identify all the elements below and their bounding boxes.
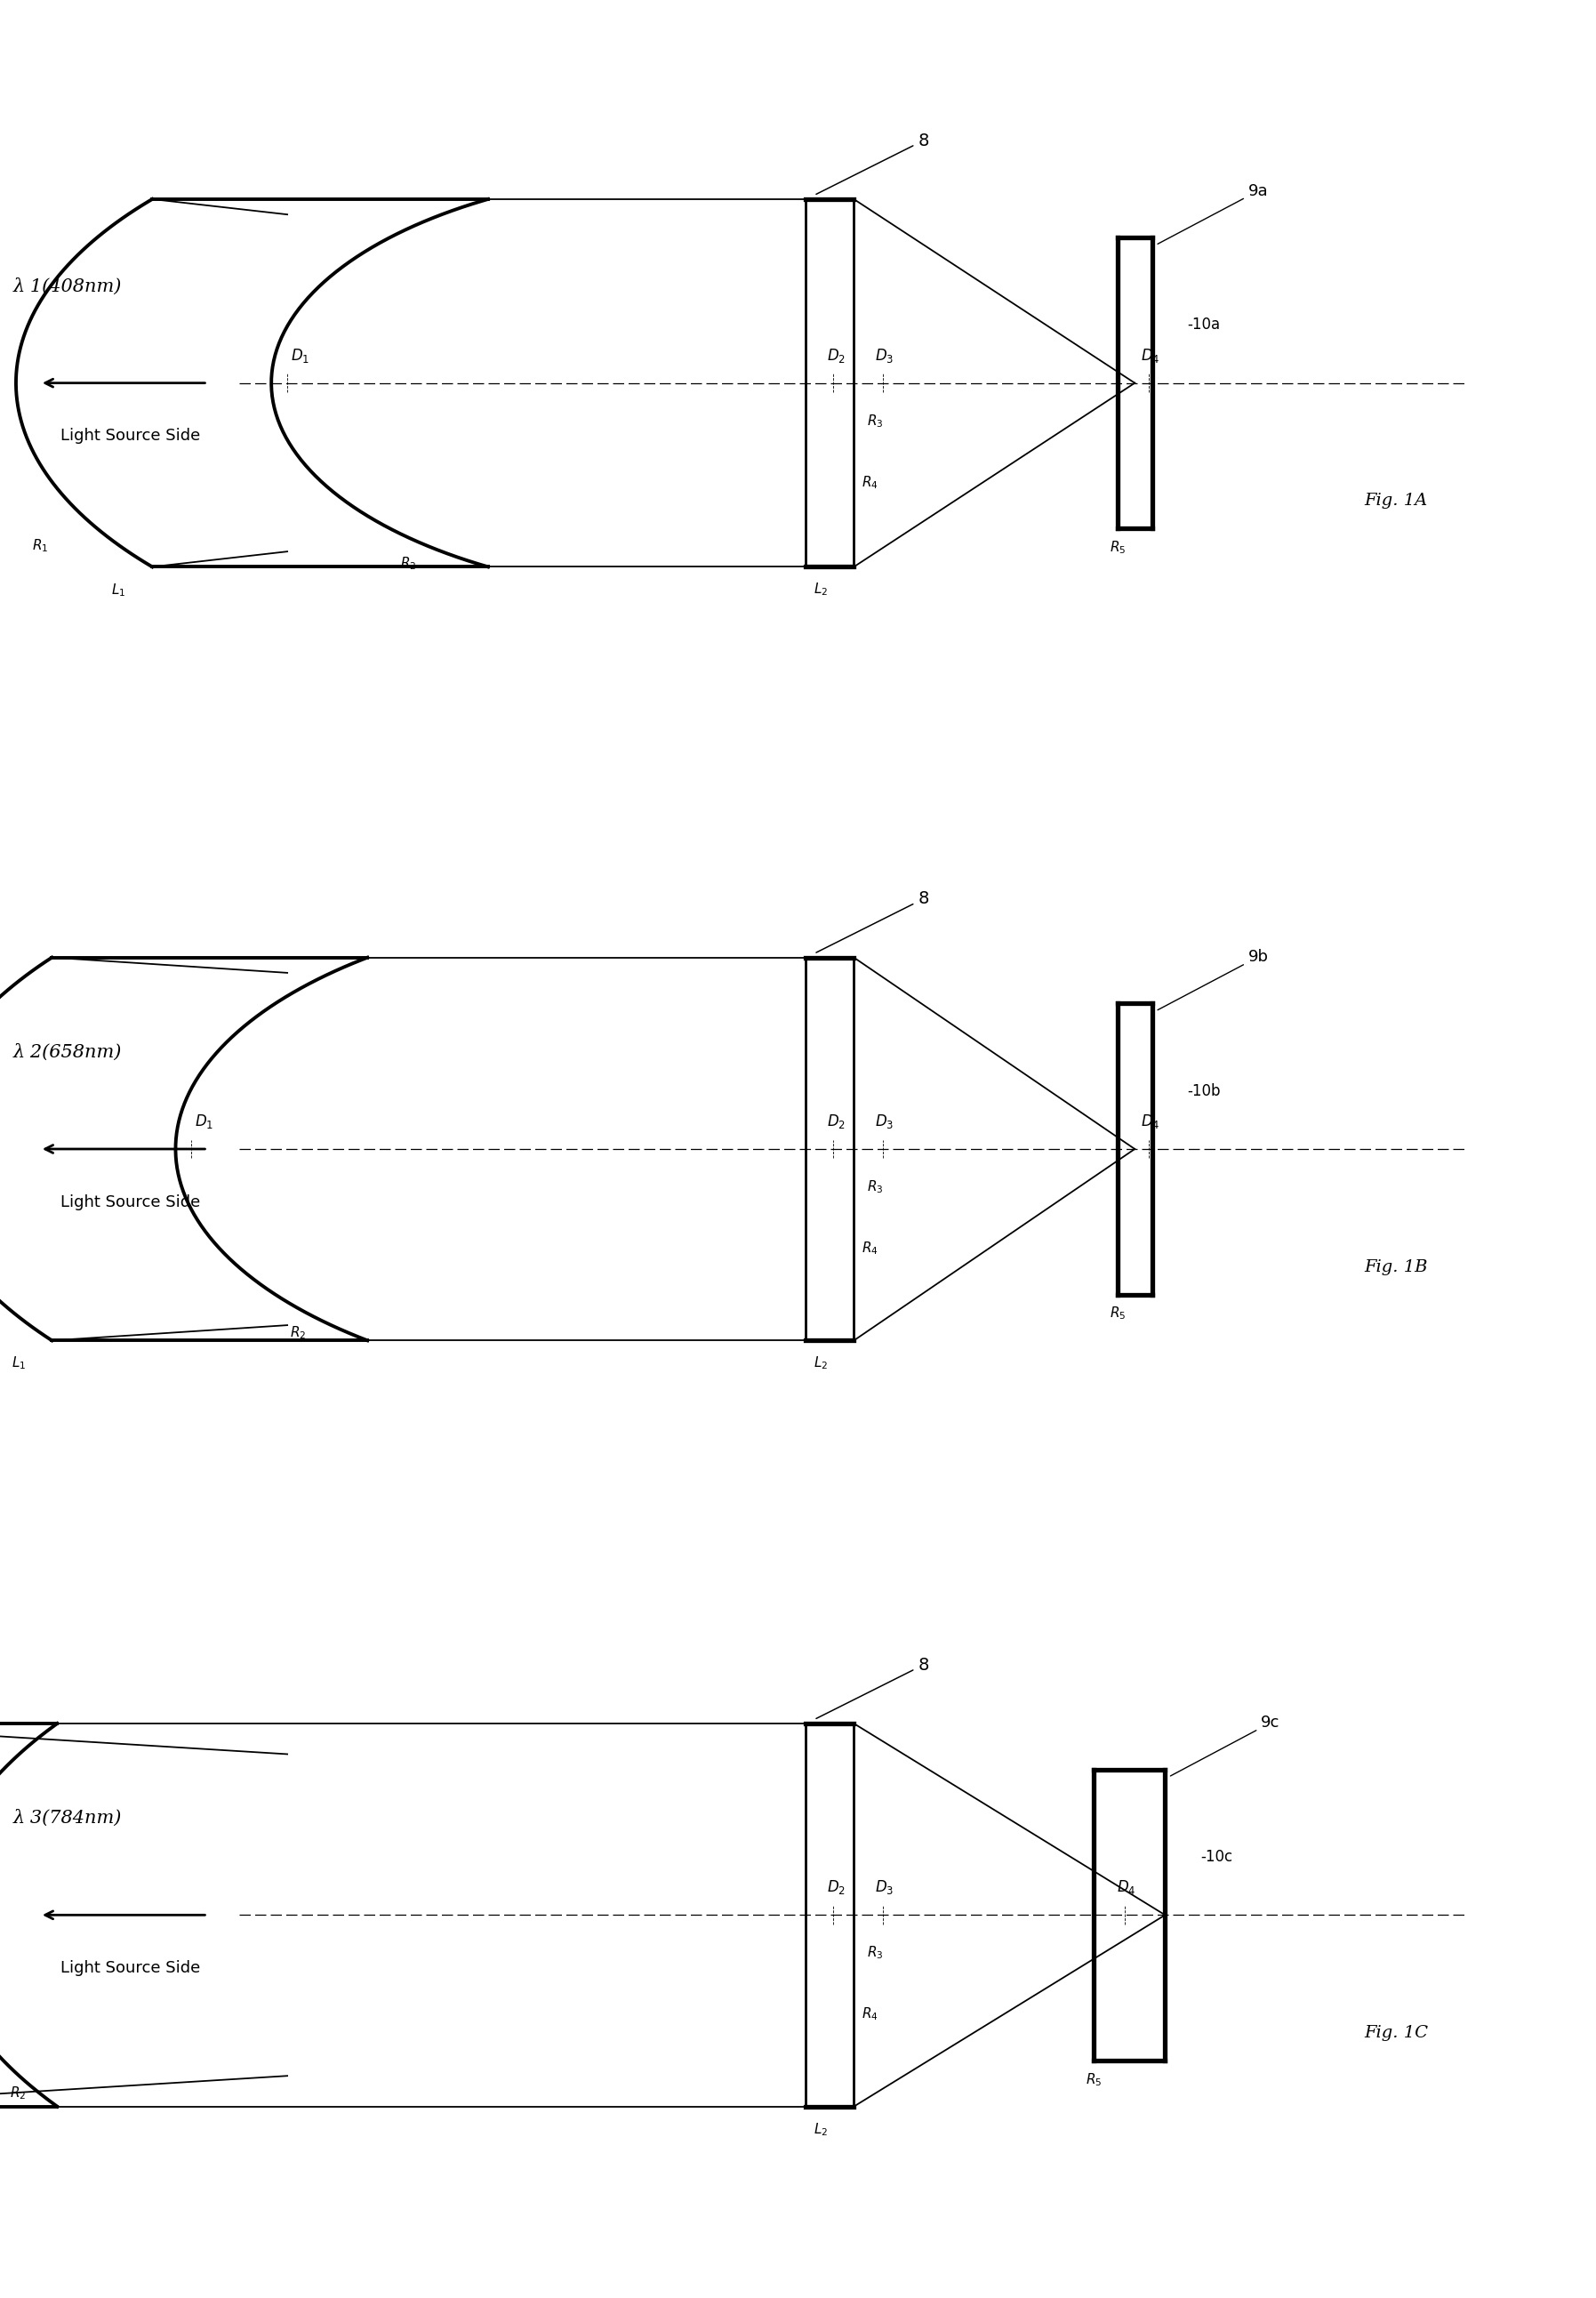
Text: λ 3(784nm): λ 3(784nm) [13, 1809, 121, 1827]
Text: $R_2$: $R_2$ [401, 556, 417, 572]
Text: $R_5$: $R_5$ [1109, 1305, 1125, 1321]
Text: $R_3$: $R_3$ [867, 414, 883, 430]
Text: $R_5$: $R_5$ [1109, 540, 1125, 556]
Text: $D_2$: $D_2$ [827, 1112, 846, 1131]
Text: $R_3$: $R_3$ [867, 1944, 883, 1960]
Text: $L_1$: $L_1$ [11, 1356, 26, 1372]
Text: -10b: -10b [1187, 1082, 1221, 1098]
Text: 9b: 9b [1157, 949, 1269, 1009]
Text: $D_4$: $D_4$ [1141, 347, 1160, 365]
Text: $D_2$: $D_2$ [827, 347, 846, 365]
Text: $R_1$: $R_1$ [32, 538, 48, 554]
Text: λ 1(408nm): λ 1(408nm) [13, 278, 121, 294]
Text: $L_1$: $L_1$ [112, 581, 126, 600]
Text: $D_4$: $D_4$ [1141, 1112, 1160, 1131]
Text: Fig. 1C: Fig. 1C [1365, 2025, 1428, 2041]
Text: 9a: 9a [1157, 184, 1269, 244]
Text: $R_4$: $R_4$ [862, 473, 878, 489]
Text: $R_4$: $R_4$ [862, 1241, 878, 1257]
Text: Fig. 1B: Fig. 1B [1365, 1259, 1428, 1275]
Text: $R_3$: $R_3$ [867, 1179, 883, 1195]
Text: $D_3$: $D_3$ [875, 1112, 894, 1131]
Text: $D_4$: $D_4$ [1117, 1880, 1136, 1896]
Text: $L_2$: $L_2$ [814, 1356, 828, 1372]
Text: $D_1$: $D_1$ [290, 347, 310, 365]
Text: $R_4$: $R_4$ [862, 2006, 878, 2022]
Text: 8: 8 [816, 1657, 929, 1719]
Text: λ 2(658nm): λ 2(658nm) [13, 1043, 121, 1062]
Text: $L_2$: $L_2$ [814, 581, 828, 597]
Text: 9c: 9c [1170, 1714, 1280, 1776]
Text: 8: 8 [816, 133, 929, 195]
Text: -10c: -10c [1200, 1850, 1232, 1866]
Text: Light Source Side: Light Source Side [61, 1195, 201, 1211]
Text: Light Source Side: Light Source Side [61, 427, 201, 444]
Text: Light Source Side: Light Source Side [61, 1960, 201, 1976]
Text: -10a: -10a [1187, 317, 1221, 333]
Text: $L_2$: $L_2$ [814, 2121, 828, 2137]
Text: $R_2$: $R_2$ [289, 1324, 306, 1342]
Text: $R_5$: $R_5$ [1085, 2070, 1101, 2087]
Text: $D_3$: $D_3$ [875, 1880, 894, 1896]
Text: Fig. 1A: Fig. 1A [1365, 494, 1428, 510]
Text: $D_2$: $D_2$ [827, 1880, 846, 1896]
Text: 8: 8 [816, 892, 929, 954]
Text: $D_3$: $D_3$ [875, 347, 894, 365]
Text: $D_1$: $D_1$ [195, 1112, 214, 1131]
Text: $R_2$: $R_2$ [10, 2084, 26, 2100]
